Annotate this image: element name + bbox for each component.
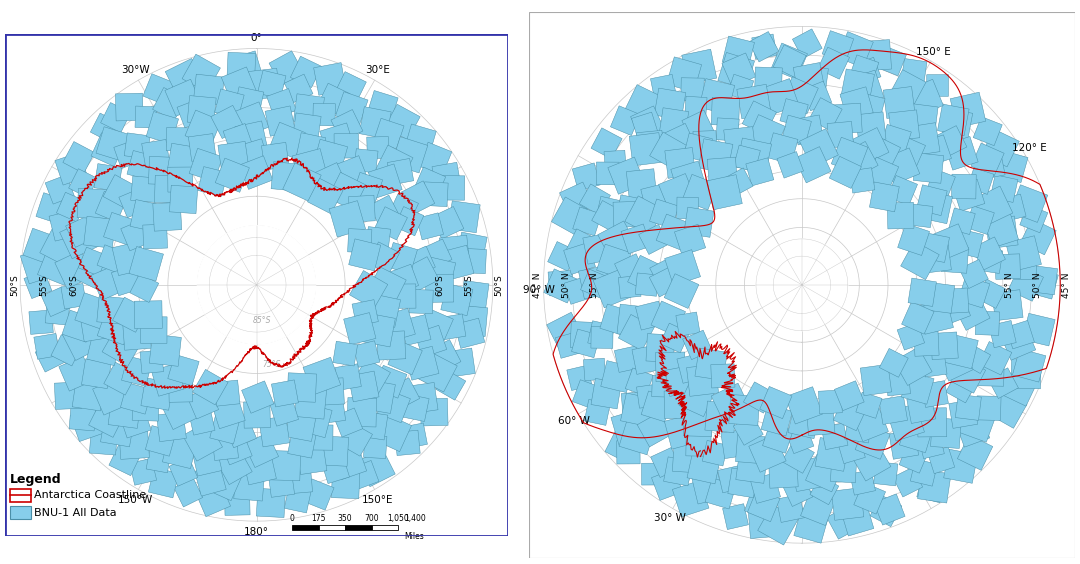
Text: 90° W: 90° W [523, 285, 555, 295]
Text: BNU-1 All Data: BNU-1 All Data [33, 508, 117, 518]
Text: 175: 175 [311, 514, 326, 523]
Text: 60° W: 60° W [558, 416, 590, 426]
Text: 55° N: 55° N [591, 272, 599, 298]
Text: 60°S: 60°S [69, 274, 78, 296]
Text: Legend: Legend [10, 473, 62, 486]
Text: 50°S: 50°S [10, 274, 19, 296]
Text: 55°S: 55°S [40, 274, 49, 296]
Text: 150° E: 150° E [916, 47, 950, 57]
Text: Antarctica Coastline: Antarctica Coastline [33, 490, 146, 500]
Bar [529, 12, 1075, 558]
Text: 50°S: 50°S [494, 274, 503, 296]
Text: 30°E: 30°E [365, 65, 390, 75]
Bar [10, 488, 31, 501]
Text: Miles: Miles [404, 532, 424, 541]
Text: 0: 0 [289, 514, 295, 523]
Bar [372, 525, 399, 530]
Bar [292, 525, 319, 530]
Polygon shape [198, 226, 315, 344]
Bar [5, 34, 508, 536]
Text: 85°S: 85°S [253, 316, 272, 325]
Polygon shape [756, 239, 848, 331]
Text: 60°S: 60°S [435, 274, 444, 296]
Text: 50° N: 50° N [1034, 272, 1042, 298]
Text: 700: 700 [364, 514, 379, 523]
Text: 30° W: 30° W [654, 513, 687, 522]
Text: 1,400: 1,400 [404, 514, 426, 523]
Text: 0°: 0° [251, 33, 262, 43]
Text: 180°: 180° [244, 527, 269, 537]
Bar [319, 525, 346, 530]
Text: 50° N: 50° N [562, 272, 570, 298]
Text: 45° N: 45° N [532, 272, 542, 298]
Text: 150°W: 150°W [118, 495, 153, 505]
Bar [10, 506, 31, 519]
Text: 150°E: 150°E [362, 495, 393, 505]
Text: 55°S: 55°S [464, 274, 473, 296]
Text: 350: 350 [338, 514, 352, 523]
Text: 30°W: 30°W [121, 65, 150, 75]
Bar [346, 525, 372, 530]
Text: 55° N: 55° N [1004, 272, 1013, 298]
Text: 45° N: 45° N [1062, 272, 1071, 298]
Text: 120° E: 120° E [1012, 143, 1047, 153]
Text: 1,050: 1,050 [388, 514, 409, 523]
Text: 75°S: 75°S [262, 360, 281, 369]
